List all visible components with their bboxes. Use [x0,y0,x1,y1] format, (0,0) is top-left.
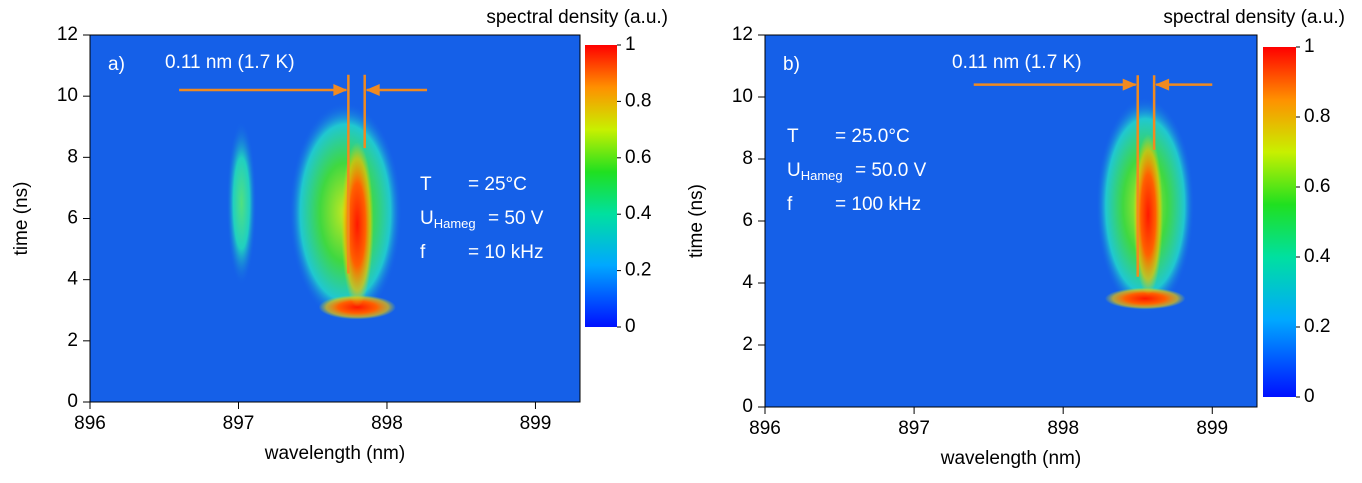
parameter-name: f [420,242,426,263]
parameter-name: T [787,126,799,147]
x-axis-label: wavelength (nm) [940,448,1081,469]
parameter-subscript: Hameg [434,216,476,231]
colorbar [1263,47,1296,397]
y-tick-label: 0 [742,396,753,417]
y-tick-label: 12 [57,24,78,45]
parameter-symbol: U [420,208,434,229]
parameter-value: = 10 kHz [468,242,544,263]
parameter-value: = 50.0 V [855,160,927,181]
x-tick-label: 898 [371,413,403,434]
colorbar-tick-label: 0.8 [625,90,651,111]
panel-label: a) [108,54,125,75]
y-tick-label: 6 [67,208,78,229]
colorbar-tick-label: 0.2 [625,260,651,281]
colorbar-tick-label: 0.4 [1304,246,1331,267]
parameter-name: UHameg [787,160,843,183]
colorbar-tick-label: 0 [625,316,636,337]
linewidth-annotation: 0.11 nm (1.7 K) [165,52,295,73]
colorbar-label: spectral density (a.u.) [486,7,668,28]
y-tick-label: 10 [57,85,78,106]
y-tick-label: 8 [742,148,753,169]
emission-spot [1104,287,1186,310]
parameter-symbol: f [787,194,793,215]
x-tick-label: 898 [1047,418,1079,439]
colorbar-tick-label: 0 [1304,386,1315,407]
colorbar-tick-label: 1 [1304,36,1315,57]
colorbar-tick-label: 0.2 [1304,316,1330,337]
x-tick-label: 899 [520,413,552,434]
emission-spot [226,120,257,286]
x-tick-label: 899 [1196,418,1228,439]
parameter-value: = 25.0°C [835,126,910,147]
x-tick-label: 896 [74,413,106,434]
emission-spot [318,294,396,320]
x-tick-label: 897 [898,418,930,439]
y-tick-label: 0 [67,391,78,412]
arrow-head [1122,78,1137,91]
parameter-name: f [787,194,793,215]
heatmap [90,35,580,402]
y-tick-label: 12 [732,24,753,45]
parameter-name: T [420,174,432,195]
emission-spot [340,142,374,308]
parameter-subscript: Hameg [801,168,843,183]
x-tick-label: 896 [749,418,781,439]
colorbar-tick-label: 0.6 [1304,176,1330,197]
parameter-value: = 50 V [488,208,544,229]
y-tick-label: 2 [67,330,78,351]
arrow-head [333,84,348,97]
colorbar-tick-label: 0.4 [625,203,652,224]
linewidth-annotation: 0.11 nm (1.7 K) [952,52,1082,73]
y-axis-label: time (ns) [11,182,32,256]
parameter-symbol: T [420,174,432,195]
arrow-head [1155,78,1170,91]
y-axis-label: time (ns) [686,184,707,258]
colorbar-tick-label: 1 [625,34,636,55]
y-tick-label: 4 [67,269,78,290]
x-axis-label: wavelength (nm) [264,443,405,464]
parameter-name: UHameg [420,208,476,231]
heatmap [765,35,1257,407]
y-tick-label: 2 [742,334,753,355]
colorbar-tick-label: 0.8 [1304,106,1330,127]
panel-label: b) [783,54,800,75]
x-tick-label: 897 [223,413,255,434]
y-tick-label: 10 [732,86,753,107]
parameter-value: = 100 kHz [835,194,921,215]
parameter-value: = 25°C [468,174,527,195]
y-tick-label: 8 [67,146,78,167]
arrow-head [365,84,380,97]
colorbar-label: spectral density (a.u.) [1163,7,1345,28]
colorbar [585,45,617,327]
emission-spot [1133,134,1164,296]
parameter-symbol: T [787,126,799,147]
y-tick-label: 4 [742,272,753,293]
colorbar-tick-label: 0.6 [625,147,651,168]
y-tick-label: 6 [742,210,753,231]
parameter-symbol: U [787,160,801,181]
parameter-symbol: f [420,242,426,263]
